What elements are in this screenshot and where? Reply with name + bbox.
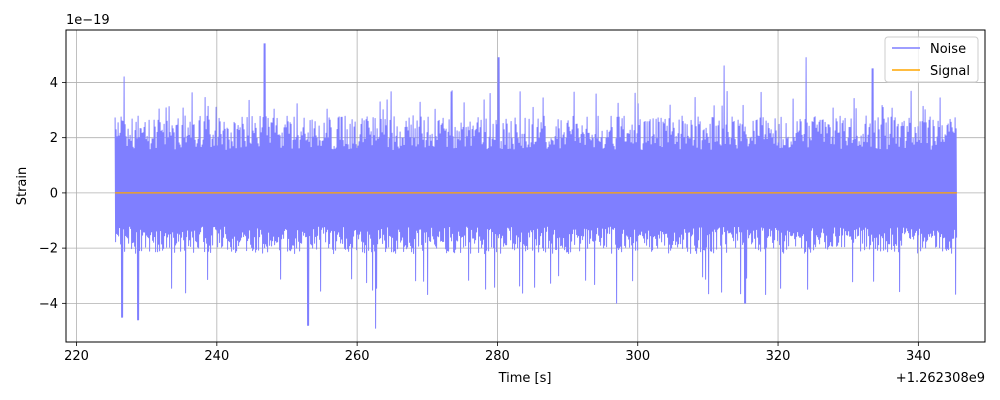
x-tick-label: 280 — [485, 349, 510, 364]
y-tick-label: 2 — [50, 131, 58, 146]
y-tick-label: 0 — [50, 186, 58, 201]
y-axis-label: Strain — [15, 167, 30, 206]
axes-frame — [65, 29, 986, 343]
x-axis-ticks: 220 240 260 280 300 320 340 — [64, 342, 931, 364]
x-tick-label: 300 — [625, 349, 650, 364]
x-tick-label: 240 — [204, 349, 229, 364]
y-tick-label: 4 — [50, 76, 58, 91]
x-tick-label: 260 — [345, 349, 370, 364]
legend-label-noise: Noise — [930, 42, 966, 57]
x-tick-label: 220 — [64, 349, 89, 364]
series-line-noise — [114, 43, 958, 329]
x-tick-label: 340 — [906, 349, 931, 364]
y-tick-label: −2 — [39, 242, 58, 257]
legend: Noise Signal — [884, 36, 979, 83]
y-tick-label: −4 — [39, 297, 58, 312]
x-tick-label: 320 — [766, 349, 791, 364]
x-axis-label: Time [s] — [498, 371, 552, 386]
y-scale-label: 1e−19 — [66, 13, 110, 28]
y-axis-ticks: −4 −2 0 2 4 — [39, 76, 66, 312]
legend-label-signal: Signal — [930, 64, 970, 79]
plot-area — [114, 43, 958, 329]
x-offset-label: +1.262308e9 — [896, 371, 985, 386]
